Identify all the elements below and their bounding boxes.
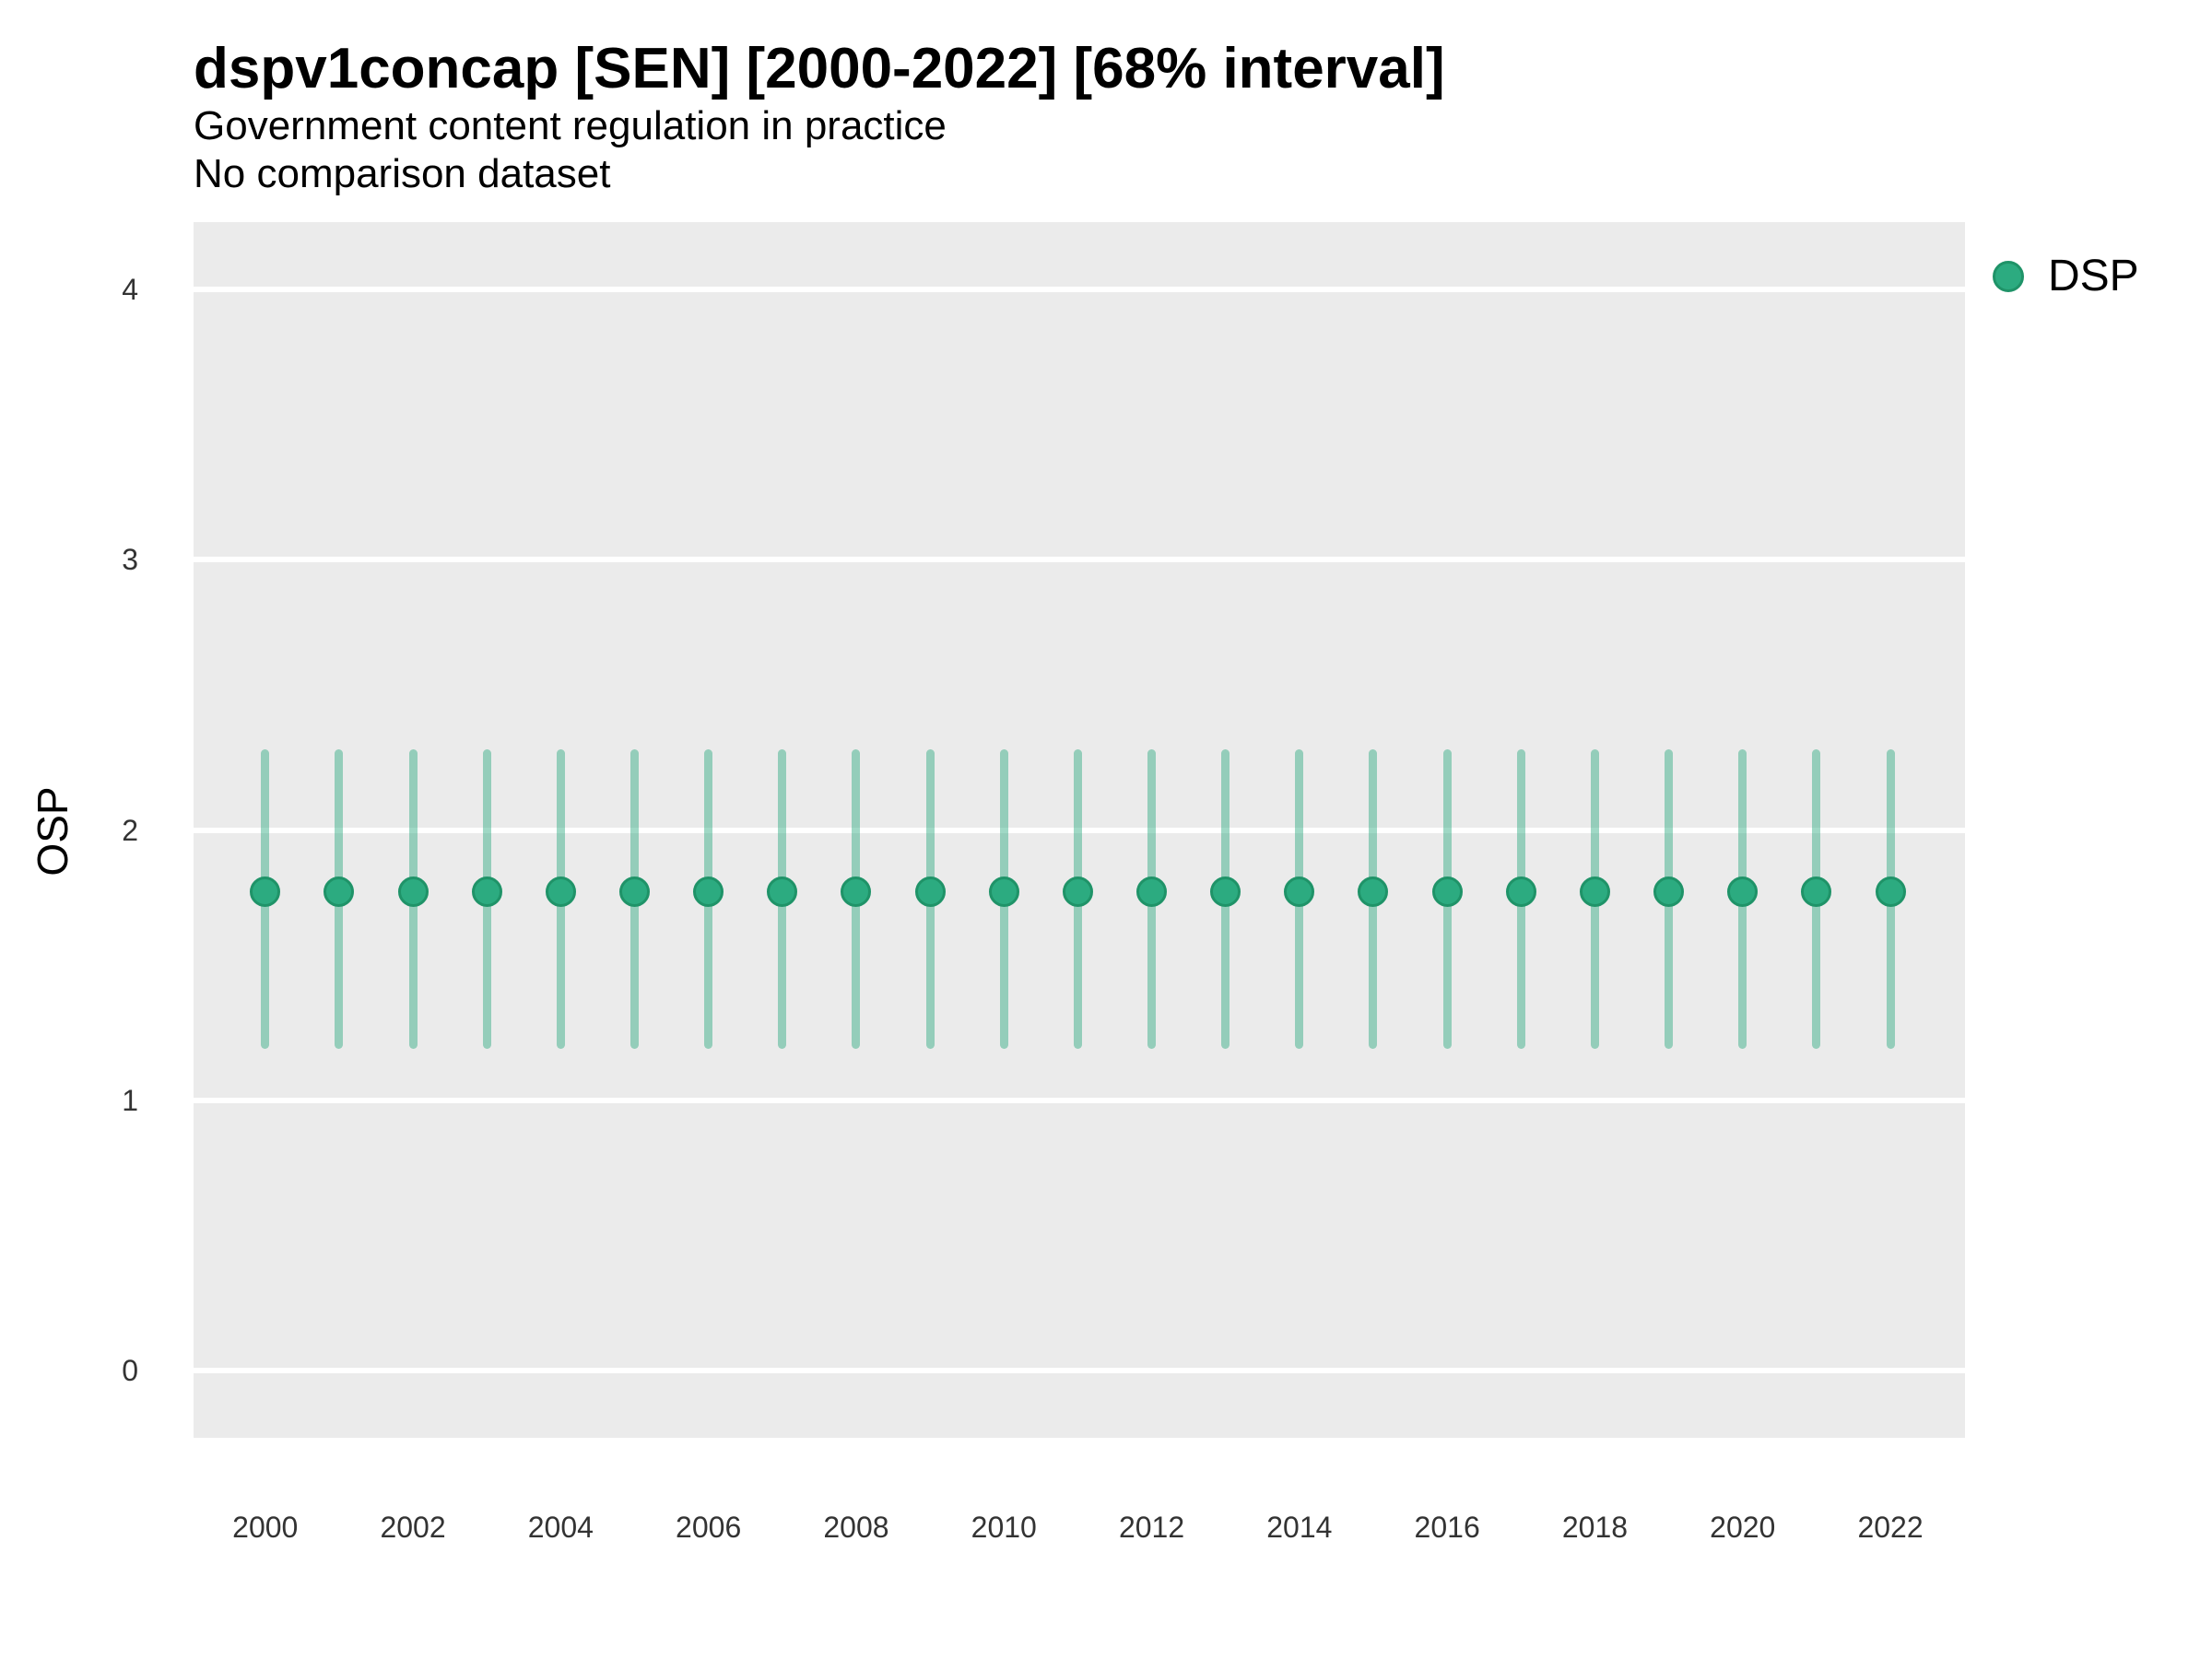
x-tick-label-2004: 2004 [527, 1511, 594, 1544]
data-point-2012 [1136, 877, 1168, 908]
data-point-2002 [397, 877, 429, 908]
chart-title: dspv1concap [SEN] [2000-2022] [68% inter… [194, 37, 1445, 100]
chart-subtitle-line1: Government content regulation in practic… [194, 103, 947, 148]
gridline-y-2 [194, 827, 1965, 833]
x-tick-label-2014: 2014 [1266, 1511, 1333, 1544]
legend-point-icon [1993, 261, 2024, 292]
chart-subtitle-line2: No comparison dataset [194, 151, 611, 196]
y-tick-label-3: 3 [122, 543, 138, 577]
data-point-2013 [1210, 877, 1241, 908]
data-point-2015 [1358, 877, 1389, 908]
x-tick-label-2008: 2008 [823, 1511, 889, 1544]
data-point-2010 [988, 877, 1019, 908]
x-tick-label-2006: 2006 [676, 1511, 742, 1544]
gridline-y-0 [194, 1367, 1965, 1373]
x-tick-label-2022: 2022 [1857, 1511, 1924, 1544]
data-point-2016 [1431, 877, 1463, 908]
data-point-2007 [767, 877, 798, 908]
x-tick-label-2010: 2010 [971, 1511, 1037, 1544]
x-tick-label-2018: 2018 [1561, 1511, 1629, 1544]
gridline-y-3 [194, 557, 1965, 563]
y-tick-label-0: 0 [122, 1353, 138, 1387]
gridline-y-4 [194, 287, 1965, 293]
data-point-2014 [1284, 877, 1315, 908]
data-point-2018 [1579, 877, 1610, 908]
y-tick-label-2: 2 [122, 813, 138, 847]
legend-label: DSP [2048, 252, 2139, 300]
data-point-2004 [545, 877, 576, 908]
data-point-2019 [1653, 877, 1685, 908]
data-point-2011 [1062, 877, 1093, 908]
data-point-2006 [693, 877, 724, 908]
data-point-2000 [250, 877, 281, 908]
data-point-2005 [618, 877, 650, 908]
x-tick-label-2002: 2002 [380, 1511, 446, 1544]
data-point-2021 [1801, 877, 1832, 908]
x-tick-label-2012: 2012 [1118, 1511, 1185, 1544]
gridline-y-1 [194, 1097, 1965, 1103]
y-tick-label-1: 1 [122, 1083, 138, 1117]
x-tick-label-2016: 2016 [1414, 1511, 1480, 1544]
x-tick-label-2020: 2020 [1710, 1511, 1776, 1544]
data-point-2020 [1727, 877, 1759, 908]
data-point-2003 [471, 877, 502, 908]
data-point-2008 [841, 877, 872, 908]
data-point-2017 [1505, 877, 1536, 908]
data-point-2001 [324, 877, 355, 908]
y-tick-label-4: 4 [122, 273, 138, 307]
data-point-2009 [914, 877, 946, 908]
data-point-2022 [1875, 877, 1906, 908]
legend: DSP [1993, 254, 2139, 299]
plot-panel [194, 222, 1965, 1438]
x-tick-label-2000: 2000 [232, 1511, 299, 1544]
